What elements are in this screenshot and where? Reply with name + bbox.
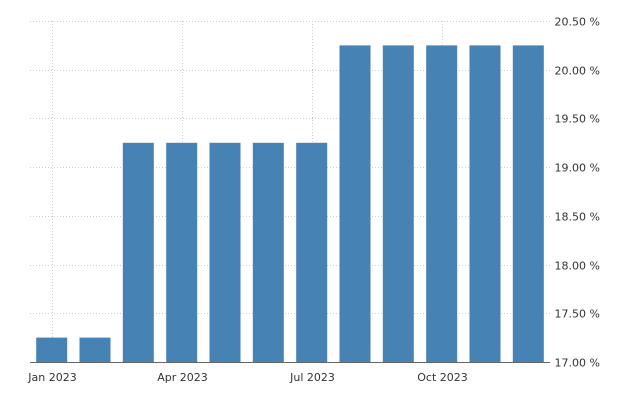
bar (36, 337, 68, 362)
bar (252, 142, 284, 362)
y-tick-label: 17.00 % (555, 357, 600, 370)
y-tick-label: 19.00 % (555, 162, 600, 175)
y-tick-label: 20.50 % (555, 16, 600, 29)
bar (166, 142, 198, 362)
bar (122, 142, 154, 362)
y-tick-label: 19.50 % (555, 113, 600, 126)
y-tick-label: 18.50 % (555, 211, 600, 224)
bar (469, 45, 501, 363)
bars (36, 45, 544, 363)
bar (382, 45, 414, 363)
bar (339, 45, 371, 363)
x-axis-ticks: Jan 2023 Apr 2023 Jul 2023 Oct 2023 (27, 371, 467, 384)
y-tick-label: 18.00 % (555, 260, 600, 273)
x-tick-label: Oct 2023 (417, 371, 468, 384)
bar (512, 45, 544, 363)
bar (79, 337, 111, 362)
bar (209, 142, 241, 362)
x-tick-label: Jan 2023 (27, 371, 76, 384)
y-tick-label: 17.50 % (555, 308, 600, 321)
y-tick-label: 20.00 % (555, 65, 600, 78)
x-tick-label: Jul 2023 (289, 371, 335, 384)
y-axis-ticks: 17.00 % 17.50 % 18.00 % 18.50 % 19.00 % 19.50… (555, 16, 600, 370)
x-tick-label: Apr 2023 (157, 371, 208, 384)
bar (296, 142, 328, 362)
bar (426, 45, 458, 363)
